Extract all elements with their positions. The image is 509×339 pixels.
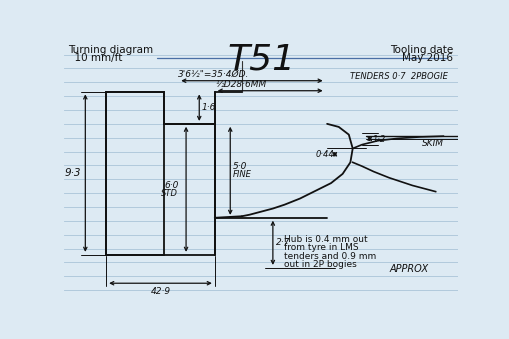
Text: Tooling date: Tooling date	[390, 44, 454, 55]
Text: 10 mm/ft: 10 mm/ft	[68, 53, 123, 63]
Text: FINE: FINE	[233, 170, 251, 179]
Text: 3'6½"=35·4ØD.: 3'6½"=35·4ØD.	[178, 70, 250, 79]
Text: 1·6: 1·6	[202, 103, 216, 112]
Text: Hub is 0.4 mm out: Hub is 0.4 mm out	[285, 235, 368, 244]
Text: from tyre in LMS: from tyre in LMS	[285, 243, 359, 252]
Text: SKIM: SKIM	[421, 139, 444, 147]
Text: Turning diagram: Turning diagram	[68, 44, 153, 55]
Text: 6·0: 6·0	[164, 181, 178, 190]
Text: 9·3: 9·3	[64, 168, 80, 178]
Text: STD: STD	[161, 190, 178, 198]
Text: 5·0: 5·0	[233, 162, 247, 172]
Text: 42·9: 42·9	[151, 287, 171, 296]
Text: out in 2P bogies: out in 2P bogies	[285, 260, 357, 269]
Text: 2·7: 2·7	[276, 238, 290, 247]
Text: T51: T51	[227, 42, 295, 76]
Text: May 2016: May 2016	[403, 53, 454, 63]
Text: ½D28·6MM: ½D28·6MM	[215, 80, 267, 89]
Text: TENDERS 0·7  2PBOGIE: TENDERS 0·7 2PBOGIE	[350, 72, 448, 81]
Text: APPROX: APPROX	[389, 264, 428, 274]
Text: 0·44: 0·44	[316, 150, 334, 159]
Text: tenders and 0.9 mm: tenders and 0.9 mm	[285, 252, 377, 261]
Text: 1·2: 1·2	[373, 135, 386, 144]
